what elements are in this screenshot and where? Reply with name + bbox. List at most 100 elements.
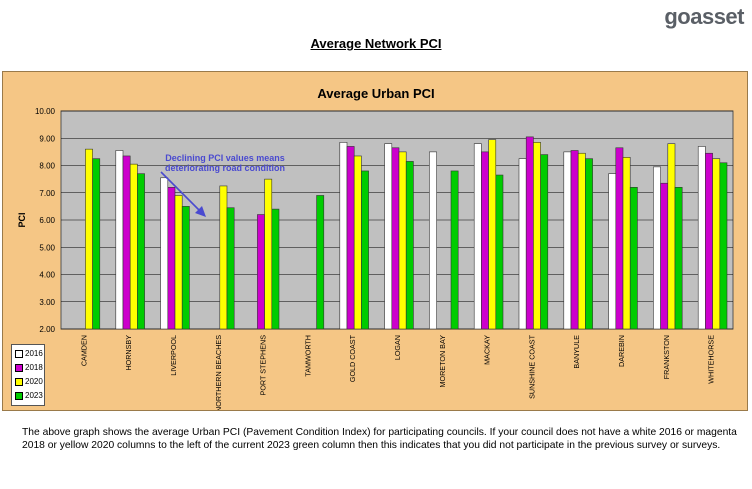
annotation-line-1: Declining PCI values means <box>165 153 285 163</box>
bar-2016-frankston <box>653 166 661 330</box>
y-tick-label: 3.00 <box>39 298 55 307</box>
bar-2023-tamworth <box>316 195 325 330</box>
x-tick-label: HORNSBY <box>124 335 133 371</box>
bar-2023-hornsby <box>137 173 145 330</box>
legend-label-2020: 2020 <box>25 377 43 386</box>
y-axis: 2.00 3.00 4.00 5.00 6.00 7.00 8.00 9.00 10.00 <box>35 107 56 334</box>
bar-2020-frankston <box>667 143 676 330</box>
bars <box>85 136 728 330</box>
y-tick-label: 8.00 <box>39 162 55 171</box>
bar-2018-hornsby <box>122 155 131 330</box>
x-tick-label: FRANKSTON <box>662 335 671 379</box>
bar-2016-sunshine-coast <box>518 158 527 330</box>
legend-swatch-2023 <box>15 391 23 400</box>
x-tick-label: LIVERPOOL <box>169 335 178 376</box>
y-tick-label: 10.00 <box>35 107 56 116</box>
logo-asset-text: asset <box>690 4 744 29</box>
bar-2016-darebin <box>608 173 617 330</box>
x-tick-label: GOLD COAST <box>348 334 357 382</box>
legend-item-2023: 2023 <box>15 391 43 401</box>
bar-2018-frankston <box>660 182 669 330</box>
legend-swatch-2016 <box>15 349 23 358</box>
bar-2023-port-stephens <box>271 208 280 330</box>
bar-2018-darebin <box>615 147 624 330</box>
legend-label-2023: 2023 <box>25 391 43 400</box>
x-tick-label: NORTHERN BEACHES <box>214 335 223 410</box>
bar-2020-darebin <box>622 157 631 330</box>
y-axis-label: PCI <box>17 212 27 227</box>
chart-title: Average Urban PCI <box>317 86 435 101</box>
goasset-logo: goasset <box>664 4 744 30</box>
bar-2020-liverpool <box>174 195 183 330</box>
legend-swatch-2020 <box>15 377 23 386</box>
x-axis: CAMDEN HORNSBY LIVERPOOL NORTHERN BEACHES PO… <box>79 334 715 410</box>
bar-2023-banyule <box>585 158 593 330</box>
annotation-arrowhead <box>195 206 206 217</box>
bar-2016-banyule <box>563 151 572 330</box>
y-tick-label: 9.00 <box>39 134 55 143</box>
page-title: Average Network PCI <box>310 36 442 51</box>
x-tick-label: MACKAY <box>483 335 492 365</box>
footnote: The above graph shows the average Urban … <box>22 427 737 451</box>
y-tick-label: 4.00 <box>39 271 55 280</box>
bar-2020-gold-coast <box>353 155 362 330</box>
chart-frame: Average Urban PCI 2.00 3.00 4.00 5.00 6.00 7.… <box>2 71 748 411</box>
bar-2020-logan <box>398 151 407 330</box>
bar-2023-whitehorse <box>719 162 728 330</box>
bar-2020-banyule <box>577 152 586 330</box>
legend: 2016 2018 2020 2023 <box>11 344 45 406</box>
annotation: Declining PCI values means deteriorating… <box>160 153 285 217</box>
logo-go-text: go <box>664 4 691 29</box>
bar-2018-gold-coast <box>346 146 355 330</box>
bar-2020-camden <box>85 148 93 330</box>
x-tick-label: SUNSHINE COAST <box>527 334 536 399</box>
bar-2023-logan <box>405 161 414 330</box>
x-tick-label: DAREBIN <box>617 335 626 367</box>
y-tick-label: 5.00 <box>39 243 55 252</box>
annotation-arrow <box>160 171 202 213</box>
x-tick-label: PORT STEPHENS <box>259 335 268 396</box>
bar-2018-liverpool <box>167 187 176 330</box>
x-tick-label: MORETON BAY <box>438 335 447 388</box>
bar-2023-camden <box>92 158 101 330</box>
bar-2020-sunshine-coast <box>533 142 541 330</box>
legend-label-2018: 2018 <box>25 363 43 372</box>
x-tick-label: BANYULE <box>572 335 581 369</box>
x-tick-label: CAMDEN <box>79 335 88 366</box>
bar-2023-moreton-bay <box>450 170 459 330</box>
bar-2016-moreton-bay <box>429 151 437 330</box>
bar-2016-whitehorse <box>697 146 706 330</box>
x-tick-label: TAMWORTH <box>303 335 312 377</box>
bar-2018-whitehorse <box>705 152 713 330</box>
bar-2020-port-stephens <box>264 178 273 330</box>
bar-2023-frankston <box>674 187 683 330</box>
y-tick-label: 6.00 <box>39 216 55 225</box>
y-tick-label: 2.00 <box>39 325 55 334</box>
bar-2016-logan <box>384 143 393 330</box>
x-tick-label: LOGAN <box>393 335 402 360</box>
bar-2018-logan <box>391 147 400 330</box>
y-tick-label: 7.00 <box>39 189 55 198</box>
bar-2018-mackay <box>481 151 489 330</box>
legend-item-2016: 2016 <box>15 349 43 359</box>
legend-label-2016: 2016 <box>25 349 43 358</box>
legend-swatch-2018 <box>15 363 23 372</box>
bar-2023-gold-coast <box>361 170 369 330</box>
bar-2023-mackay <box>495 174 504 330</box>
bar-2023-sunshine-coast <box>540 154 549 330</box>
bar-2016-mackay <box>473 143 482 330</box>
bar-2018-sunshine-coast <box>525 136 534 330</box>
bar-2016-liverpool <box>160 177 169 330</box>
bar-2020-northern-beaches <box>219 185 228 330</box>
annotation-line-2: deteriorating road condition <box>165 163 285 173</box>
bar-2018-banyule <box>570 150 579 330</box>
bar-2016-hornsby <box>115 150 124 330</box>
legend-item-2018: 2018 <box>15 363 43 373</box>
bar-2016-gold-coast <box>339 142 348 330</box>
x-tick-label: WHITEHORSE <box>707 335 716 384</box>
chart-svg: 2.00 3.00 4.00 5.00 6.00 7.00 8.00 9.00 10.00 CA… <box>17 107 734 410</box>
legend-item-2020: 2020 <box>15 377 43 387</box>
bar-2023-northern-beaches <box>226 207 235 330</box>
bar-2023-liverpool <box>181 206 190 330</box>
bar-2020-mackay <box>488 139 497 330</box>
